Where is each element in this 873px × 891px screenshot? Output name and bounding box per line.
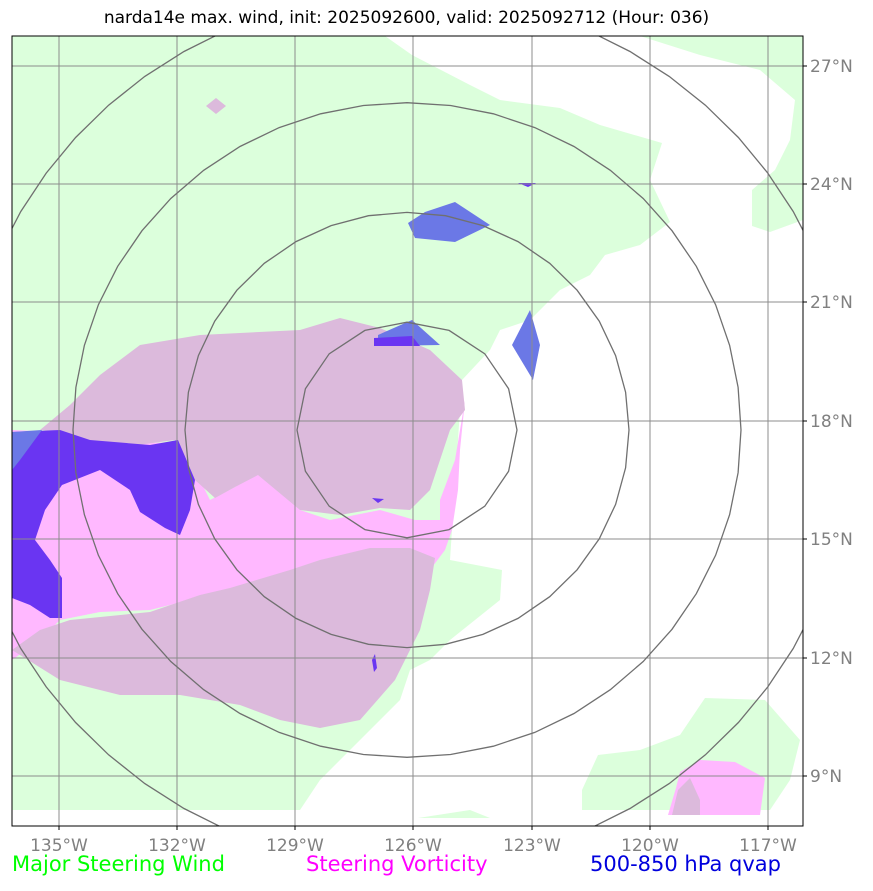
longitude-tick-label: 129°W <box>266 836 324 856</box>
range-rings <box>12 36 803 826</box>
steering-wind-area <box>640 36 803 232</box>
legend-qvap: 500-850 hPa qvap <box>590 852 781 876</box>
plot-frame <box>11 35 804 827</box>
legend-steering-wind: Major Steering Wind <box>12 852 225 876</box>
steering-vorticity-area <box>206 98 226 114</box>
range-ring <box>72 102 742 758</box>
longitude-ticks: 135°W 132°W 129°W 126°W 123°W 120°W 117°W <box>30 826 797 856</box>
qvap-area <box>408 202 490 242</box>
range-ring <box>184 211 630 649</box>
graticule <box>12 36 803 826</box>
steering-vorticity-area <box>12 548 435 728</box>
latitude-tick-label: 24°N <box>810 175 853 195</box>
steering-vorticity-area <box>672 778 700 815</box>
range-ring <box>12 36 803 826</box>
qvap-area <box>374 336 420 346</box>
latitude-tick-label: 18°N <box>810 412 853 432</box>
steering-vorticity-area <box>40 318 465 515</box>
latitude-tick-label: 9°N <box>810 767 842 787</box>
longitude-tick-label: 132°W <box>148 836 206 856</box>
latitude-tick-label: 27°N <box>810 57 853 77</box>
steering-wind-area <box>418 810 490 818</box>
legend-steering-vorticity: Steering Vorticity <box>306 852 488 876</box>
latitude-ticks: 27°N 24°N 21°N 18°N 15°N 12°N 9°N <box>803 57 853 787</box>
latitude-tick-label: 12°N <box>810 649 853 669</box>
latitude-tick-label: 21°N <box>810 293 853 313</box>
qvap-area <box>12 430 195 618</box>
qvap-area <box>372 498 384 503</box>
longitude-tick-label: 123°W <box>503 836 561 856</box>
longitude-tick-label: 117°W <box>739 836 797 856</box>
range-ring <box>296 321 518 539</box>
qvap-area <box>12 430 42 470</box>
latitude-tick-label: 15°N <box>810 530 853 550</box>
qvap-area <box>512 310 540 380</box>
longitude-tick-label: 126°W <box>384 836 442 856</box>
longitude-tick-label: 120°W <box>621 836 679 856</box>
map-title: narda14e max. wind, init: 2025092600, va… <box>103 8 710 28</box>
longitude-tick-label: 135°W <box>30 836 88 856</box>
